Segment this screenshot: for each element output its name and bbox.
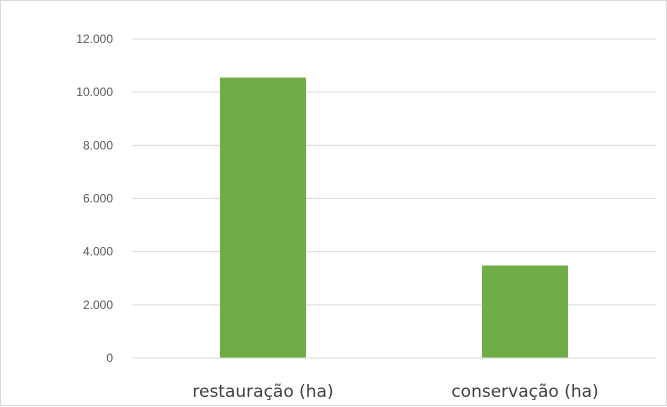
y-tick-label: 2.000 — [83, 298, 113, 312]
gridlines — [132, 38, 656, 306]
y-tick-label: 8.000 — [83, 138, 113, 152]
bar-1 — [482, 265, 568, 358]
bar-0 — [220, 77, 306, 358]
x-tick-label: restauração (ha) — [192, 382, 333, 402]
y-tick-label: 6.000 — [83, 192, 113, 206]
y-axis-ticks: 0 2.000 4.000 6.000 8.000 10.000 12.000 — [76, 32, 113, 365]
y-tick-label: 12.000 — [76, 32, 113, 46]
y-tick-label: 10.000 — [76, 85, 113, 99]
y-tick-label: 4.000 — [83, 245, 113, 259]
x-tick-label: conservação (ha) — [451, 382, 598, 402]
x-axis-ticks: restauração (ha) conservação (ha) — [192, 382, 598, 402]
y-tick-label: 0 — [106, 351, 113, 365]
bars — [220, 77, 568, 358]
